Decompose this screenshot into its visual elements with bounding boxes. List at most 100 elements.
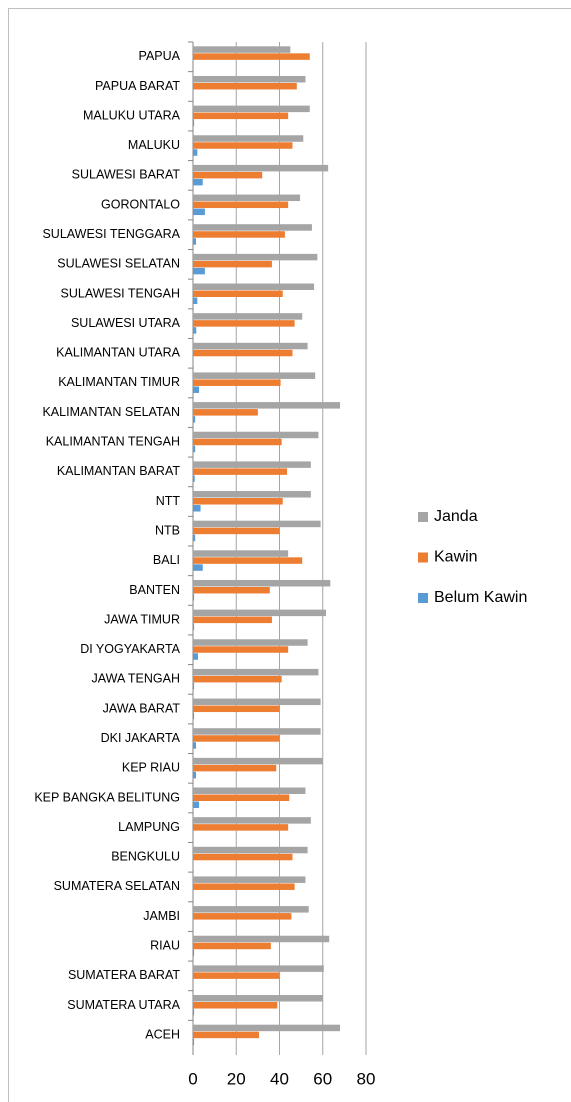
bar — [193, 231, 285, 238]
legend-swatch — [418, 512, 428, 522]
y-tick-label: JAWA TIMUR — [104, 612, 180, 626]
y-tick-label: LAMPUNG — [118, 820, 180, 834]
y-tick-label: JAWA TENGAH — [92, 672, 180, 686]
y-tick-label: BALI — [153, 553, 180, 567]
bar — [193, 609, 326, 617]
y-tick-label: PAPUA BARAT — [95, 79, 180, 93]
bar — [193, 149, 198, 156]
y-tick-label: MALUKU — [128, 138, 180, 152]
x-tick-label: 0 — [188, 1069, 197, 1088]
y-tick-label: KALIMANTAN SELATAN — [42, 405, 180, 419]
bar — [193, 142, 293, 149]
y-tick-label: DI YOGYAKARTA — [80, 642, 180, 656]
bar — [193, 119, 195, 127]
bar — [193, 201, 289, 209]
y-tick-label: KALIMANTAN TENGAH — [46, 435, 180, 449]
bar — [193, 668, 319, 676]
bar — [193, 764, 277, 772]
bar — [193, 208, 205, 216]
bar — [193, 445, 196, 453]
bar — [193, 593, 195, 601]
bar — [193, 1009, 195, 1016]
bar — [193, 171, 263, 179]
bar — [193, 794, 290, 801]
y-tick-label: ACEH — [145, 1027, 180, 1041]
bar — [193, 475, 195, 482]
bar — [193, 1002, 278, 1009]
bar — [193, 431, 319, 439]
bar — [193, 491, 311, 498]
legend-swatch — [418, 593, 428, 603]
bar — [193, 238, 197, 245]
y-tick-label: BANTEN — [129, 583, 180, 597]
bar — [193, 712, 195, 720]
bar — [193, 653, 198, 660]
bar — [193, 372, 316, 379]
y-tick-label: KALIMANTAN TIMUR — [58, 375, 180, 389]
bar — [193, 817, 311, 824]
bar — [193, 105, 310, 113]
bar — [193, 995, 323, 1002]
legend-swatch — [418, 552, 428, 563]
bar — [193, 297, 198, 304]
y-tick-label: SUMATERA SELATAN — [54, 879, 180, 893]
y-tick-label: SUMATERA BARAT — [68, 968, 180, 982]
x-tick-label: 60 — [313, 1069, 332, 1088]
bar — [193, 942, 271, 950]
bar — [193, 349, 293, 357]
bar — [193, 913, 292, 920]
bar — [193, 883, 295, 890]
bar — [193, 616, 272, 624]
bar — [193, 801, 200, 808]
y-tick-label: SULAWESI UTARA — [71, 316, 181, 330]
bar — [193, 267, 205, 275]
y-tick-label: NTT — [156, 494, 181, 508]
bar — [193, 853, 293, 861]
bar — [193, 787, 306, 794]
bar — [193, 327, 197, 334]
y-tick-label: PAPUA — [139, 49, 181, 63]
bar — [193, 46, 291, 53]
y-tick-label: KALIMANTAN UTARA — [56, 346, 181, 360]
chart-border — [8, 8, 571, 1102]
bar — [193, 771, 197, 779]
bar — [193, 534, 196, 542]
bar — [193, 705, 280, 713]
bar — [193, 1024, 341, 1032]
y-tick-label: BENGKULU — [111, 850, 180, 864]
y-tick-label: SULAWESI TENGGARA — [42, 227, 180, 241]
bar — [193, 253, 318, 261]
bar — [193, 1031, 259, 1039]
bar — [193, 164, 329, 172]
bar — [193, 579, 331, 587]
bar — [193, 438, 282, 446]
bar — [193, 586, 270, 594]
y-tick-label: KEP BANGKA BELITUNG — [34, 790, 180, 804]
bar — [193, 728, 321, 735]
bar — [193, 461, 311, 468]
bar — [193, 527, 280, 535]
bar — [193, 564, 203, 571]
bar — [193, 846, 308, 854]
bar — [193, 283, 315, 290]
bar — [193, 112, 289, 120]
bar — [193, 949, 195, 957]
bar — [193, 135, 304, 142]
bar — [193, 757, 323, 765]
bar — [193, 550, 289, 557]
bar — [193, 194, 301, 202]
y-tick-label: MALUKU UTARA — [83, 108, 181, 122]
bar — [193, 342, 308, 350]
bar — [193, 965, 324, 972]
bar — [193, 260, 272, 268]
bar — [193, 639, 308, 646]
legend-label: Kawin — [434, 549, 478, 566]
y-tick-label: GORONTALO — [101, 197, 180, 211]
bar — [193, 623, 195, 631]
legend-label: Belum Kawin — [434, 589, 527, 606]
bar — [193, 906, 309, 913]
legend-label: Janda — [434, 508, 478, 525]
y-tick-label: NTB — [155, 523, 180, 537]
bar — [193, 505, 201, 512]
